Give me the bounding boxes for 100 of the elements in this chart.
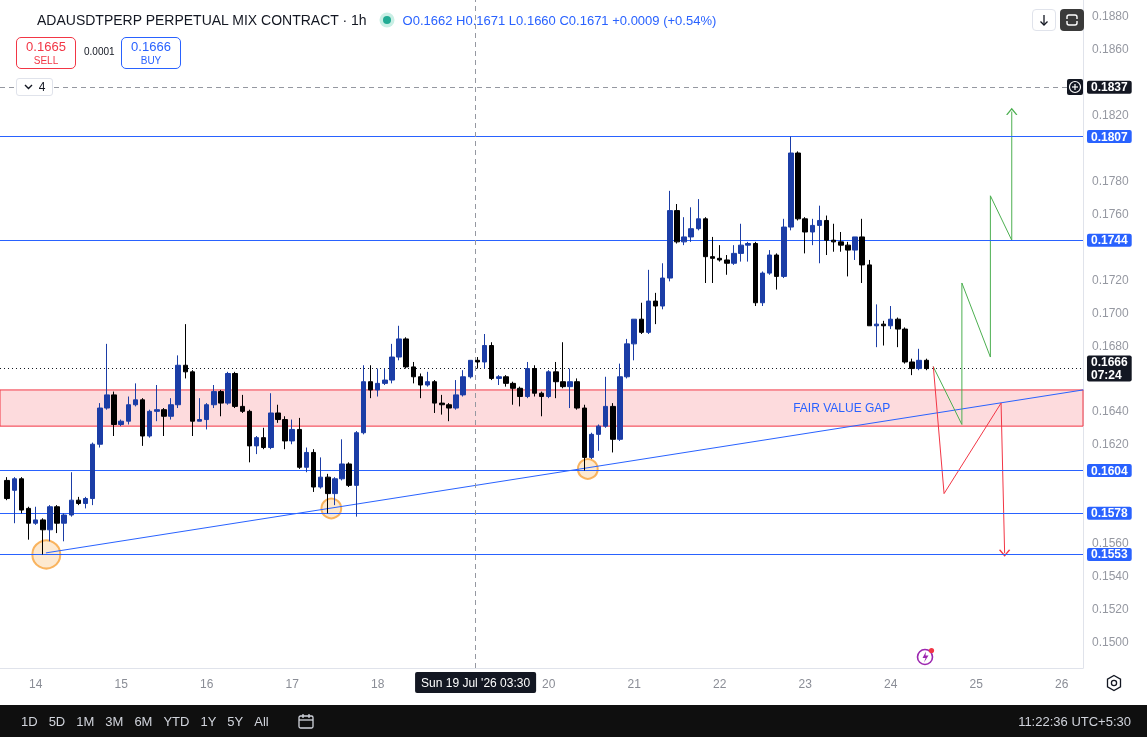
annotation: 0.1665 [26,39,66,54]
ref-line-label: Sun 19 Jul '26 03:30 [421,675,531,690]
candlestick [76,496,81,506]
candlestick [817,205,822,264]
candlestick [589,432,594,460]
candlestick [161,407,167,437]
candlestick [646,269,651,335]
candlestick [154,384,160,422]
candlestick [240,394,245,414]
candlestick [916,348,922,371]
candlestick [254,435,259,455]
candlestick [810,218,815,246]
candlestick [824,215,829,256]
candlestick [211,384,217,409]
ref-line-label: 0.1837 [1091,80,1129,95]
x-tick-label: 15 [114,677,129,691]
candlestick [753,241,758,307]
x-tick-label: 18 [370,677,385,691]
y-tick-label: 0.1500 [1092,634,1130,649]
y-tick-label: 0.1860 [1092,42,1130,57]
y-tick-label: 0.1520 [1092,601,1130,616]
candlestick [361,364,366,435]
candlestick [539,391,544,417]
candlestick [261,427,266,450]
candlestick [639,302,644,335]
candlestick [111,391,117,437]
candlestick [83,496,88,509]
candlestick [126,396,131,425]
candlestick [496,374,502,386]
x-tick-label: 21 [627,677,642,691]
candlestick [12,476,17,524]
candlestick [403,336,409,370]
x-tick-label: 23 [798,677,813,691]
candlestick [888,305,893,330]
candlestick [582,404,587,472]
candlestick [318,456,323,490]
candlestick [546,369,551,399]
y-tick-label: 0.1640 [1092,404,1130,419]
band-label: FAIR VALUE GAP [793,401,891,416]
candlestick [26,506,31,541]
candlestick [717,244,722,263]
candlestick [924,358,929,371]
candlestick [47,504,53,542]
candlestick [774,252,779,291]
ref-line-label: 0.1578 [1091,506,1129,521]
candlestick [852,236,858,261]
candlestick [567,368,573,409]
candlestick [247,409,252,463]
candlestick [232,371,238,409]
ref-line-label: 0.1666 07:24 [1091,355,1129,383]
annotation: O0.1662 H0.1671 L0.1660 C0.1671 +0.0009 (+0.54%) [402,12,717,28]
x-tick-label: 17 [285,677,300,691]
candlestick [368,364,373,399]
candlestick [653,292,658,325]
candlestick [881,320,886,347]
candlestick [4,476,10,501]
candlestick [767,249,772,276]
candlestick [297,417,302,470]
candlestick [674,203,680,245]
candlestick [667,190,673,282]
candlestick [225,371,231,406]
candlestick [197,397,202,422]
ref-line-label: 0.1744 [1091,233,1129,248]
candlestick [475,356,480,370]
candlestick [660,262,665,310]
text: ADAUSDTPERP PERPETUAL MIX CONTRACT · 1h [37,12,367,28]
y-tick-label: 0.1780 [1092,173,1130,188]
y-tick-label: 0.1700 [1092,305,1130,320]
x-tick-label: 16 [199,677,214,691]
y-tick-label: 0.1720 [1092,272,1130,287]
ref-line-label: 0.1604 [1091,463,1129,478]
candlestick [118,419,124,427]
candlestick [831,223,836,253]
x-tick-label: 26 [1054,677,1069,691]
y-tick-label: 0.1620 [1092,437,1130,452]
candlestick [289,419,295,445]
candlestick [190,369,195,437]
candlestick [268,392,274,450]
candlestick [54,504,60,534]
candlestick [418,372,423,399]
sell-button: 0.1665 SELL [16,37,76,69]
candlestick [325,473,331,514]
candlestick [411,361,416,384]
candlestick [133,382,138,407]
x-tick-label: 20 [541,677,556,691]
annotation: SELL [33,55,59,66]
candlestick [532,364,537,398]
annotation: 0.1666 [131,39,171,54]
x-tick-label: 22 [712,677,727,691]
candlestick [304,447,309,473]
candlestick [40,517,46,555]
candlestick [603,376,608,429]
buy-button: 0.1666 BUY [121,37,181,69]
candlestick [710,236,715,284]
candlestick [696,198,701,231]
x-tick-label: 24 [883,677,898,691]
candlestick [482,333,487,370]
candlestick [859,218,865,284]
candlestick [574,377,580,411]
candlestick [90,442,95,506]
